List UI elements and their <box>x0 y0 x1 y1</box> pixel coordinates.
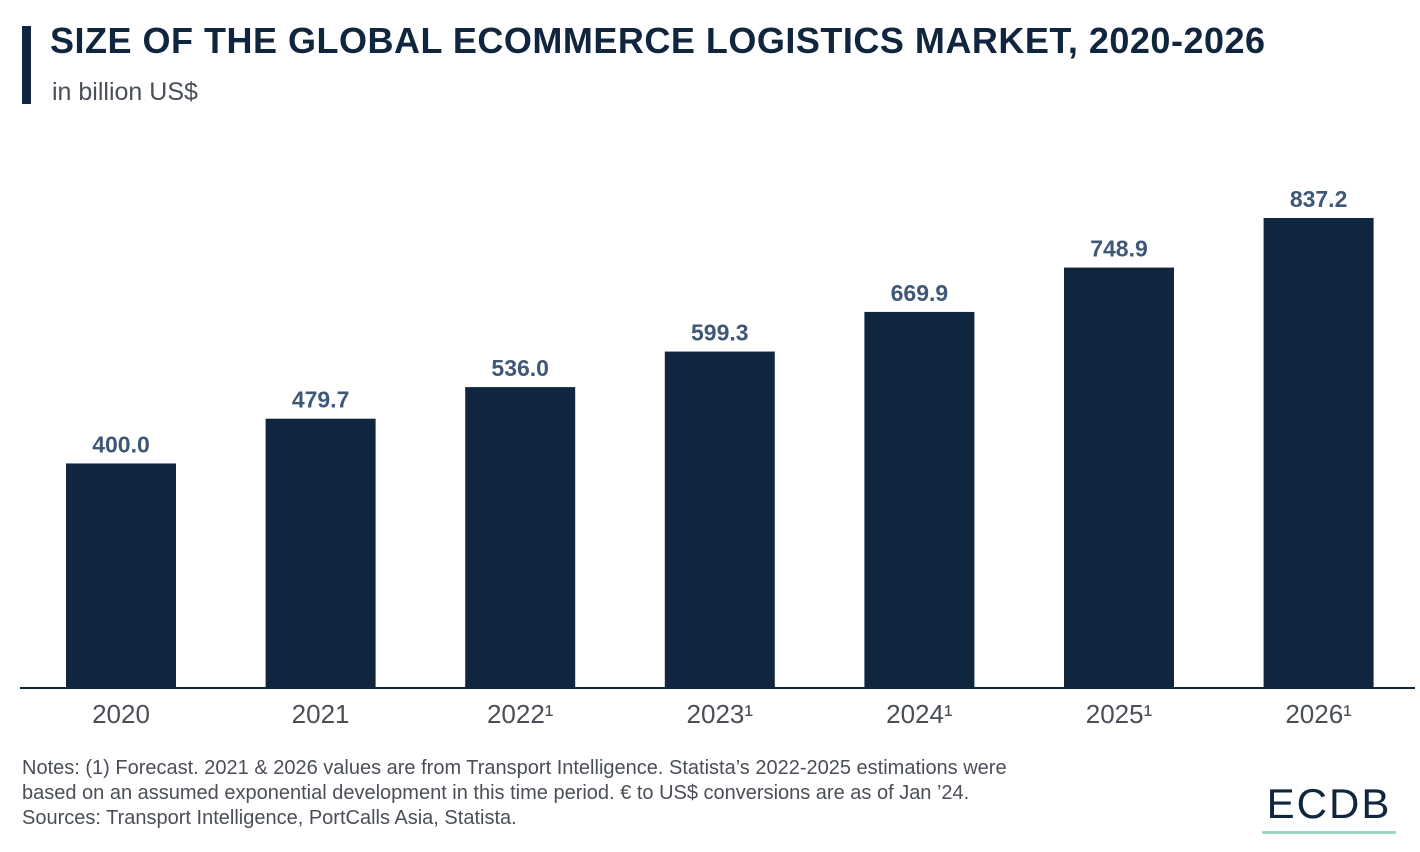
sources-line: Sources: Transport Intelligence, PortCal… <box>22 807 517 829</box>
bar-1 <box>265 418 376 688</box>
bar-3 <box>664 351 775 688</box>
x-tick-label-1: 2021 <box>292 699 350 729</box>
chart-subtitle: in billion US$ <box>52 78 198 106</box>
x-tick-label-6: 2026¹ <box>1285 699 1352 729</box>
bar-6 <box>1263 218 1374 688</box>
value-label-4: 669.9 <box>891 280 949 306</box>
chart-title: SIZE OF THE GLOBAL ECOMMERCE LOGISTICS M… <box>50 20 1266 61</box>
x-tick-label-5: 2025¹ <box>1086 699 1153 729</box>
value-label-2: 536.0 <box>491 355 549 381</box>
chart-notes: Notes: (1) Forecast. 2021 & 2026 values … <box>22 756 1007 831</box>
bar-2 <box>465 387 576 688</box>
x-tick-label-4: 2024¹ <box>886 699 953 729</box>
bar-0 <box>66 463 176 688</box>
value-label-3: 599.3 <box>691 320 749 346</box>
x-tick-label-2: 2022¹ <box>487 699 554 729</box>
value-label-0: 400.0 <box>92 431 150 457</box>
value-label-1: 479.7 <box>292 387 350 413</box>
notes-line-2: based on an assumed exponential developm… <box>22 782 970 804</box>
bar-4 <box>864 311 975 688</box>
value-label-6: 837.2 <box>1290 186 1348 212</box>
notes-line-1: Notes: (1) Forecast. 2021 & 2026 values … <box>22 757 1007 779</box>
logo-text: ECDB <box>1266 780 1392 827</box>
bar-5 <box>1064 267 1174 688</box>
value-label-5: 748.9 <box>1090 236 1148 262</box>
x-tick-label-0: 2020 <box>92 699 150 729</box>
logo-underline <box>1262 831 1396 834</box>
title-accent-bar <box>22 26 31 104</box>
ecdb-logo: ECDB <box>1262 781 1396 834</box>
x-tick-label-3: 2023¹ <box>687 699 754 729</box>
bar-chart: 400.0 2020 479.7 2021 536.0 2022¹ 599.3 2023¹ 66… <box>20 186 1415 729</box>
